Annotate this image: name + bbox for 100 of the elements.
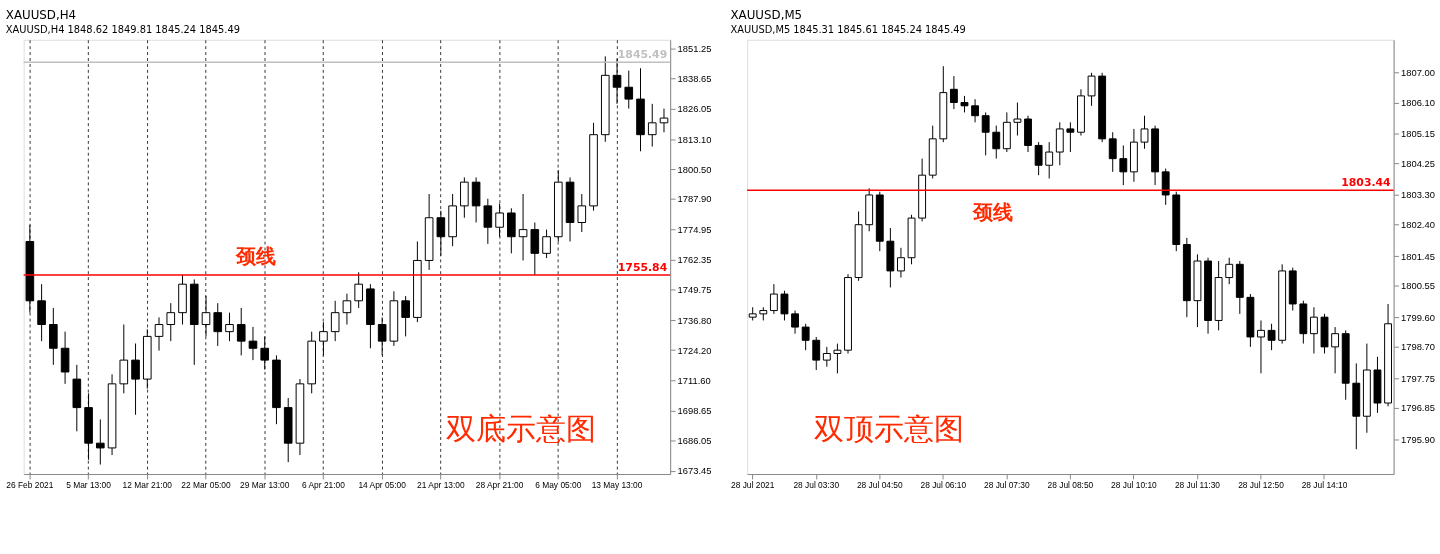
x-tick-label: 5 Mar 13:00 — [66, 480, 112, 491]
candlestick — [518, 193, 528, 261]
ref-line-label: 1845.49 — [617, 48, 668, 62]
y-tick-label: 1813.10 — [677, 134, 712, 145]
y-tick-label: 1698.65 — [677, 406, 712, 417]
candlestick — [354, 271, 363, 309]
annotation: 颈线 — [235, 244, 277, 268]
y-tick-label: 1711.60 — [677, 375, 711, 386]
candlestick — [833, 343, 842, 374]
chart-subtitle: XAUUSD,M5 1845.31 1845.61 1845.24 1845.49 — [730, 23, 966, 35]
x-tick-label: 14 Apr 05:00 — [358, 480, 407, 491]
x-tick-label: 28 Jul 08:50 — [1047, 480, 1094, 491]
annotation: 双顶示意图 — [814, 412, 965, 447]
candlestick — [1013, 102, 1022, 137]
candlestick — [1066, 121, 1075, 153]
candlestick — [542, 229, 551, 259]
candlestick — [471, 176, 481, 223]
y-tick-label: 1826.05 — [677, 103, 712, 114]
y-tick-label: 1838.65 — [677, 74, 712, 85]
y-tick-label: 1762.35 — [677, 255, 712, 266]
candlestick — [1309, 306, 1318, 354]
candlestick — [166, 302, 176, 342]
candlestick — [236, 307, 246, 356]
x-tick-label: 6 Apr 21:00 — [302, 480, 346, 491]
y-tick-label: 1800.50 — [677, 164, 712, 175]
x-tick-label: 22 Mar 05:00 — [181, 480, 232, 491]
y-tick-label: 1805.15 — [1401, 129, 1435, 140]
candlestick — [1161, 168, 1170, 206]
y-tick-label: 1801.45 — [1401, 251, 1435, 262]
candlestick — [949, 75, 958, 110]
x-tick-label: 21 Apr 13:00 — [417, 480, 465, 491]
y-tick-label: 1724.20 — [677, 345, 712, 356]
x-tick-label: 28 Jul 12:50 — [1238, 480, 1285, 491]
candlestick — [60, 331, 70, 385]
candlestick — [37, 283, 46, 342]
candlestick — [659, 108, 669, 133]
y-tick-label: 1806.10 — [1401, 97, 1435, 108]
y-tick-label: 1802.40 — [1401, 220, 1435, 231]
ref-line-label: 1803.44 — [1341, 176, 1392, 190]
y-tick-label: 1797.75 — [1401, 373, 1435, 384]
x-tick-label: 28 Jul 03:30 — [793, 480, 840, 491]
candlestick — [1267, 323, 1276, 351]
candlestick — [624, 70, 634, 110]
y-tick-label: 1851.25 — [677, 44, 712, 55]
candlestick — [971, 98, 980, 123]
candlestick — [342, 293, 352, 326]
candlestick — [780, 290, 789, 321]
y-tick-label: 1800.55 — [1401, 281, 1435, 292]
candlestick — [1331, 326, 1340, 374]
x-tick-label: 28 Jul 2021 — [731, 480, 775, 491]
x-tick-label: 28 Jul 07:30 — [984, 480, 1030, 491]
candlestick — [1140, 115, 1149, 150]
candlestick — [992, 125, 1001, 160]
candlestick — [769, 283, 778, 315]
y-tick-label: 1807.00 — [1401, 68, 1435, 79]
candlestick — [1108, 131, 1117, 173]
y-tick-label: 1736.80 — [677, 315, 712, 326]
candlestick — [647, 103, 657, 148]
chart-subtitle: XAUUSD,H4 1848.62 1849.81 1845.24 1845.49 — [5, 23, 241, 35]
x-tick-label: 28 Jul 14:10 — [1301, 480, 1348, 491]
candlestick — [96, 418, 105, 466]
x-tick-label: 13 May 13:00 — [591, 480, 643, 491]
annotation: 颈线 — [971, 201, 1013, 225]
candlestick — [897, 247, 905, 279]
y-tick-label: 1673.45 — [677, 466, 712, 477]
candlestick — [981, 111, 990, 156]
x-tick-label: 28 Apr 21:00 — [475, 480, 524, 491]
ref-line-label: 1755.84 — [617, 261, 668, 275]
candlestick — [822, 346, 831, 368]
candlestick — [801, 323, 810, 351]
candlestick — [791, 310, 799, 335]
y-tick-label: 1774.95 — [677, 225, 712, 236]
x-tick-label: 29 Mar 13:00 — [240, 480, 290, 491]
candlestick — [530, 221, 540, 276]
y-tick-label: 1798.70 — [1401, 342, 1435, 353]
candlestick — [319, 321, 328, 356]
candlestick — [131, 343, 140, 416]
candlestick — [154, 316, 164, 352]
candlestick — [1034, 141, 1043, 176]
candlestick — [248, 326, 258, 361]
x-tick-label: 28 Jul 04:50 — [856, 480, 903, 491]
x-tick-label: 28 Jul 06:10 — [920, 480, 967, 491]
y-tick-label: 1686.05 — [677, 436, 712, 447]
y-tick-label: 1749.75 — [677, 284, 712, 295]
candlestick — [460, 176, 469, 219]
candlestick — [213, 302, 223, 347]
candlestick — [225, 312, 234, 342]
candlestick — [330, 300, 340, 342]
candlestick — [1087, 72, 1096, 107]
y-tick-label: 1795.90 — [1401, 434, 1435, 445]
candlestick — [812, 336, 821, 371]
annotation: 双底示意图 — [446, 412, 597, 447]
candlestick — [1045, 141, 1054, 179]
x-tick-label: 12 Mar 21:00 — [122, 480, 173, 491]
x-tick-label: 28 Jul 11:30 — [1174, 480, 1221, 491]
y-tick-label: 1804.25 — [1401, 159, 1435, 170]
candlestick — [577, 193, 587, 233]
candlestick — [401, 295, 410, 337]
candlestick — [1257, 319, 1265, 374]
candlestick — [119, 324, 129, 394]
